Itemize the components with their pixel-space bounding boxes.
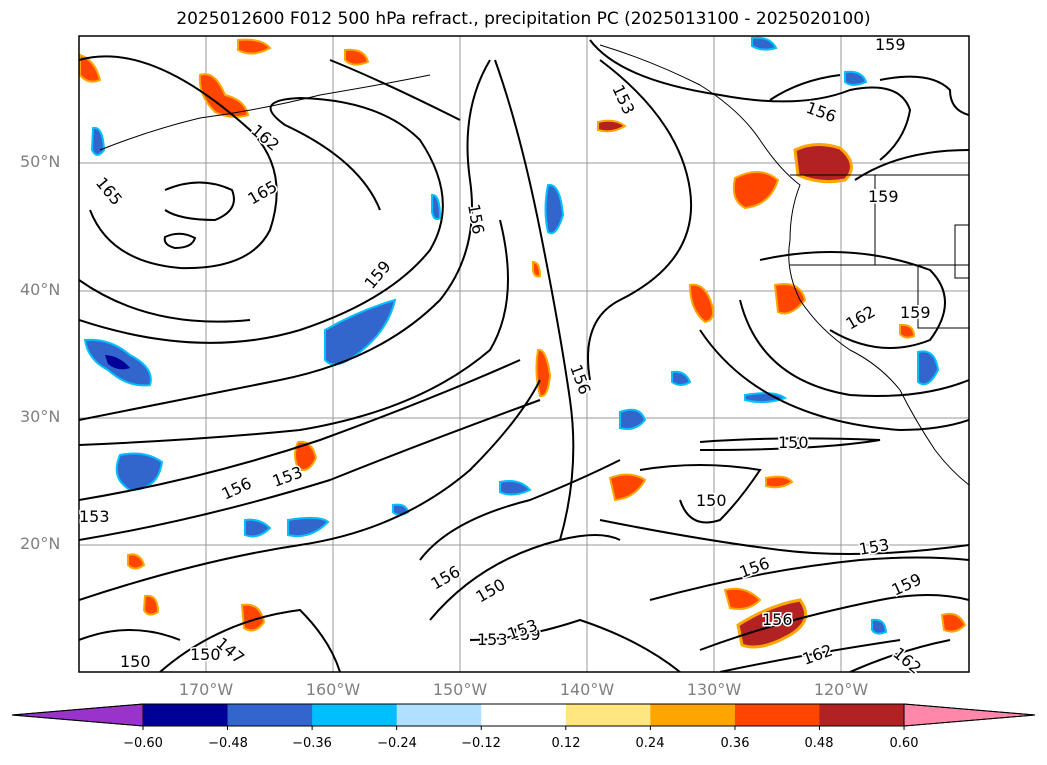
colorbar-extend-high xyxy=(903,703,1036,727)
contour-label: 156 xyxy=(219,473,255,503)
colorbar-segment xyxy=(312,704,398,726)
contour-label: 150 xyxy=(190,645,221,664)
contour-label: 156 xyxy=(804,98,839,126)
contour-label: 153 xyxy=(857,535,890,559)
precip-positive xyxy=(79,38,967,649)
colorbar-segment xyxy=(650,704,736,726)
contour-label: 156 xyxy=(428,562,464,594)
contour-label: 150 xyxy=(473,575,509,607)
contour-label: 159 xyxy=(868,187,899,206)
contour-lines xyxy=(79,39,969,672)
contour-label: 156 xyxy=(737,553,772,581)
plot-frame xyxy=(78,35,970,673)
contour-label: 165 xyxy=(92,173,126,209)
contour-label: 153 xyxy=(79,507,110,526)
lat-label: 40°N xyxy=(20,280,61,299)
colorbar-segment xyxy=(481,704,567,726)
contour-label: 153 xyxy=(270,462,305,490)
contour-label: 162 xyxy=(247,121,283,155)
colorbar-segment xyxy=(734,704,820,726)
colorbar-tick: −0.36 xyxy=(292,736,332,751)
colorbar xyxy=(11,703,1036,730)
contour-label: 159 xyxy=(875,35,906,54)
colorbar-tick: −0.48 xyxy=(208,736,248,751)
contour-label: 159 xyxy=(510,625,541,644)
contour-label: 156 xyxy=(762,610,793,629)
colorbar-tick: 0.24 xyxy=(635,736,665,751)
colorbar-tick: −0.24 xyxy=(377,736,417,751)
contour-label: 153 xyxy=(608,82,638,118)
lon-label: 160°W xyxy=(305,680,361,699)
contour-label: 162 xyxy=(800,640,835,668)
colorbar-tick: −0.12 xyxy=(461,736,501,751)
contour-label: 150 xyxy=(778,433,809,452)
lat-label: 30°N xyxy=(20,407,61,426)
lat-label: 20°N xyxy=(20,534,61,553)
contour-label: 159 xyxy=(900,303,931,322)
contour-label: 153 xyxy=(477,630,508,649)
contour-label: 150 xyxy=(120,652,151,671)
colorbar-tick: 0.48 xyxy=(804,736,834,751)
precip-negative xyxy=(83,36,940,635)
lat-label: 50°N xyxy=(20,152,61,171)
colorbar-segment xyxy=(143,704,229,726)
contour-label: 150 xyxy=(696,491,727,510)
map-title: 2025012600 F012 500 hPa refract., precip… xyxy=(176,9,871,29)
colorbar-tick: 0.36 xyxy=(720,736,750,751)
lon-label: 130°W xyxy=(686,680,742,699)
lon-label: 140°W xyxy=(559,680,615,699)
lon-label: 170°W xyxy=(178,680,234,699)
contour-label: 162 xyxy=(843,302,879,334)
colorbar-segment xyxy=(819,704,905,726)
colorbar-tick: −0.60 xyxy=(123,736,163,751)
gridlines xyxy=(79,36,969,672)
lon-label: 150°W xyxy=(432,680,488,699)
colorbar-segment xyxy=(396,704,482,726)
coastline xyxy=(99,44,969,486)
colorbar-extend-low xyxy=(11,703,144,727)
colorbar-segment xyxy=(227,704,313,726)
lon-label: 120°W xyxy=(813,680,869,699)
colorbar-tick: 0.12 xyxy=(551,736,581,751)
contour-label: 156 xyxy=(464,202,488,235)
colorbar-tick: 0.60 xyxy=(889,736,919,751)
colorbar-segment xyxy=(565,704,651,726)
contour-label: 156 xyxy=(566,362,594,397)
